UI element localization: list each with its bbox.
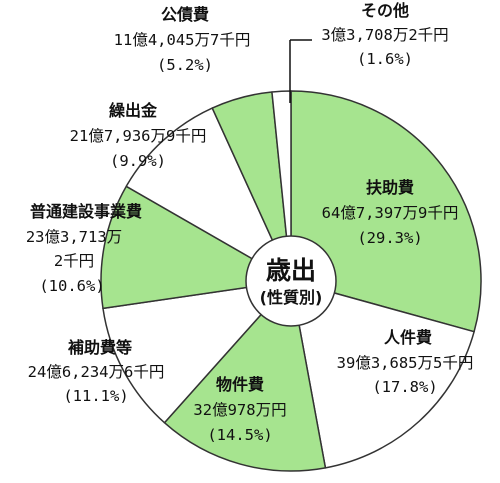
slice-percent-kuridashikin: (9.9%) xyxy=(110,152,166,170)
slice-percent-futsukensetsu: (10.6%) xyxy=(39,277,104,295)
slice-percent-fujohi: (29.3%) xyxy=(357,229,422,247)
slice-name-jinkenhi: 人件費 xyxy=(384,328,432,347)
slice-name-kosaihi: 公債費 xyxy=(161,5,209,24)
pie-slice-4 xyxy=(100,185,292,310)
slice-amount-sonota: 3億3,708万2千円 xyxy=(321,26,448,44)
slice-name-kuridashikin: 繰出金 xyxy=(109,101,158,120)
slice-name-bukkenhi: 物件費 xyxy=(216,375,264,394)
pie-slice-2 xyxy=(163,280,327,472)
slice-name-hojohi: 補助費等 xyxy=(67,338,132,357)
slice-amount-cont-futsukensetsu: 2千円 xyxy=(54,252,94,270)
slice-amount-fujohi: 64億7,397万9千円 xyxy=(322,204,459,222)
slice-name-fujohi: 扶助費 xyxy=(366,178,414,197)
slice-name-sonota: その他 xyxy=(361,1,409,20)
slice-amount-jinkenhi: 39億3,685万5千円 xyxy=(337,354,474,372)
slice-percent-sonota: (1.6%) xyxy=(357,50,413,68)
center-subtitle: (性質別) xyxy=(260,288,323,307)
slice-name-futsukensetsu: 普通建設事業費 xyxy=(30,202,142,221)
center-title: 歳出 xyxy=(266,256,316,285)
pie-slice-5 xyxy=(125,107,292,282)
slice-amount-bukkenhi: 32億978万円 xyxy=(193,401,286,419)
slice-percent-kosaihi: (5.2%) xyxy=(157,56,213,74)
slice-percent-bukkenhi: (14.5%) xyxy=(207,426,272,444)
slice-amount-kosaihi: 11億4,045万7千円 xyxy=(114,31,251,49)
pie-slice-0 xyxy=(290,90,482,333)
pie-slice-1 xyxy=(290,280,475,469)
pie-slices xyxy=(100,90,482,472)
slice-amount-kuridashikin: 21億7,936万9千円 xyxy=(70,127,207,145)
slice-percent-hojohi: (11.1%) xyxy=(63,387,128,405)
pie-slice-3 xyxy=(102,280,292,424)
slice-amount-hojohi: 24億6,234万6千円 xyxy=(28,363,165,381)
center-circle xyxy=(245,235,337,327)
slice-percent-jinkenhi: (17.8%) xyxy=(372,378,437,396)
pie-slice-7 xyxy=(271,90,292,282)
slice-amount-futsukensetsu: 23億3,713万 xyxy=(26,228,122,246)
